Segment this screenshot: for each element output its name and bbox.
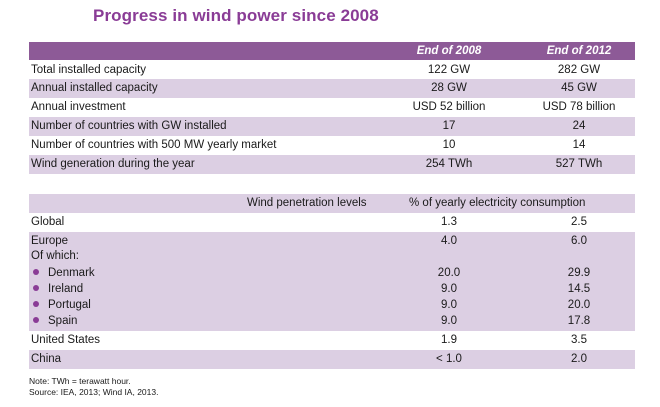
value-2008: 28 GW xyxy=(431,82,467,94)
value-2008: 20.0 xyxy=(437,267,461,279)
table-row: Portugal 9.0 20.0 xyxy=(29,296,635,312)
row-label: Number of countries with GW installed xyxy=(31,120,227,132)
table-row: China < 1.0 2.0 xyxy=(29,350,635,369)
row-label: Annual investment xyxy=(31,101,126,113)
row-label: Of which: xyxy=(31,250,79,262)
value-2012: 282 GW xyxy=(557,64,601,76)
value-2008: 9.0 xyxy=(441,299,457,311)
value-2012: 2.5 xyxy=(571,216,587,228)
table-row: Spain 9.0 17.8 xyxy=(29,312,635,328)
table1-col-2012: End of 2012 xyxy=(546,45,612,57)
table-source: Source: IEA, 2013; Wind IA, 2013. xyxy=(29,387,159,397)
page-title: Progress in wind power since 2008 xyxy=(93,6,379,25)
table-row: Global 1.3 2.5 xyxy=(29,213,635,232)
value-2012: 29.9 xyxy=(567,267,591,279)
table-row: Denmark 20.0 29.9 xyxy=(29,264,635,280)
table1-header-row: End of 2008 End of 2012 xyxy=(29,42,635,60)
value-2012: 14.5 xyxy=(567,283,591,295)
row-label: Number of countries with 500 MW yearly m… xyxy=(31,139,277,151)
value-2008: 9.0 xyxy=(441,315,457,327)
table-row: Annual investment USD 52 billion USD 78 … xyxy=(29,98,635,117)
table-row: Europe 4.0 6.0 xyxy=(29,232,635,250)
bullet-icon xyxy=(33,285,39,292)
bullet-icon xyxy=(33,301,39,308)
row-label: Wind generation during the year xyxy=(31,158,195,170)
table-row: United States 1.9 3.5 xyxy=(29,331,635,350)
country-name: Ireland xyxy=(48,283,84,295)
bullet-icon xyxy=(33,269,39,276)
value-2008: < 1.0 xyxy=(436,353,462,365)
bullet-icon xyxy=(33,317,39,324)
value-2012: 527 TWh xyxy=(555,158,603,170)
value-2012: 17.8 xyxy=(567,315,591,327)
row-label: Portugal xyxy=(31,296,91,314)
value-2008: 9.0 xyxy=(441,283,457,295)
value-2012: 24 xyxy=(572,120,586,132)
value-2012: 6.0 xyxy=(571,235,587,247)
value-2012: USD 78 billion xyxy=(542,101,616,113)
value-2012: 2.0 xyxy=(571,353,587,365)
row-label: Europe xyxy=(31,235,69,247)
row-label: Spain xyxy=(31,312,77,330)
row-label: China xyxy=(31,353,62,365)
table-row: Number of countries with GW installed 17… xyxy=(29,117,635,136)
value-2012: 14 xyxy=(572,139,586,151)
row-label: Global xyxy=(31,216,65,228)
europe-group: Europe 4.0 6.0 Of which: Denmark 20.0 29… xyxy=(29,232,635,331)
value-2008: 17 xyxy=(442,120,456,132)
value-2012: 3.5 xyxy=(571,334,587,346)
row-label: Ireland xyxy=(31,280,83,298)
row-label: Annual installed capacity xyxy=(31,82,158,94)
value-2008: 122 GW xyxy=(427,64,471,76)
value-2008: 1.3 xyxy=(441,216,457,228)
value-2008: 4.0 xyxy=(441,235,457,247)
row-label: United States xyxy=(31,334,101,346)
table-row: Ireland 9.0 14.5 xyxy=(29,280,635,296)
table1-col-2008: End of 2008 xyxy=(416,45,482,57)
value-2012: 20.0 xyxy=(567,299,591,311)
country-name: Portugal xyxy=(48,299,91,311)
value-2008: 254 TWh xyxy=(425,158,473,170)
row-label: Total installed capacity xyxy=(31,64,147,76)
table-row: Annual installed capacity 28 GW 45 GW xyxy=(29,79,635,98)
country-name: Denmark xyxy=(48,267,95,279)
table-row: Of which: xyxy=(29,247,635,263)
value-2012: 45 GW xyxy=(561,82,597,94)
value-2008: 10 xyxy=(442,139,456,151)
table-row: Total installed capacity 122 GW 282 GW xyxy=(29,61,635,79)
value-2008: 1.9 xyxy=(441,334,457,346)
table2-col-label: Wind penetration levels xyxy=(247,197,367,209)
value-2008: USD 52 billion xyxy=(412,101,486,113)
table-row: Number of countries with 500 MW yearly m… xyxy=(29,136,635,155)
table2-col-consumption: % of yearly electricity consumption xyxy=(409,197,586,209)
table-row: Wind generation during the year 254 TWh … xyxy=(29,155,635,174)
table-note: Note: TWh = terawatt hour. xyxy=(29,376,131,386)
country-name: Spain xyxy=(48,315,78,327)
row-label: Denmark xyxy=(31,264,95,282)
table2-header-row: Wind penetration levels % of yearly elec… xyxy=(29,194,635,213)
